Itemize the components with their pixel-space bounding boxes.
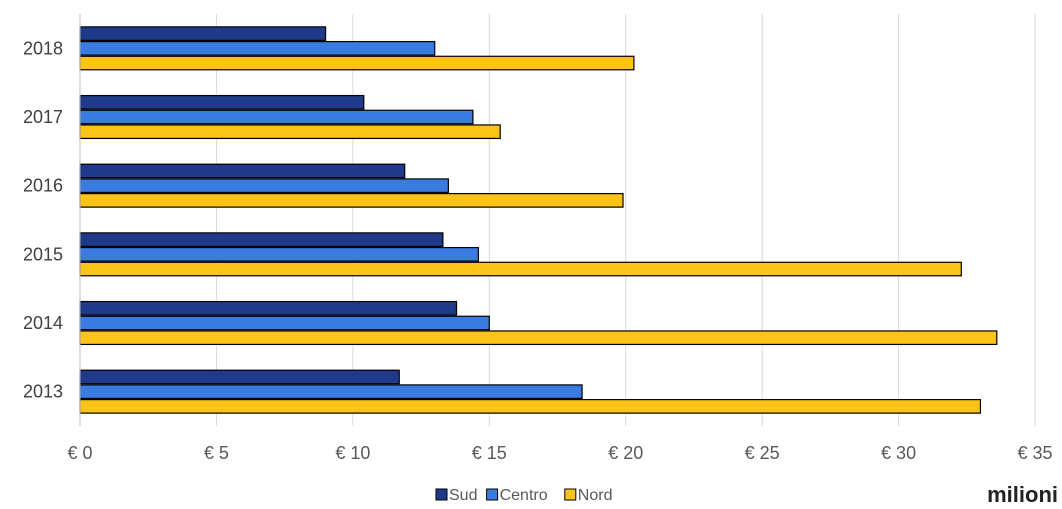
bar-nord-2014 [79, 330, 998, 346]
x-tick-label: € 15 [472, 443, 507, 463]
legend-label-centro: Centro [500, 487, 548, 504]
bar-sud-2013 [79, 369, 400, 385]
x-tick-label: € 30 [881, 443, 916, 463]
bar-sud-2017 [79, 94, 365, 110]
bar-centro-2018 [79, 40, 436, 56]
x-tick-label: € 0 [67, 443, 92, 463]
bar-sud-2015 [79, 232, 444, 247]
bar-nord-2013 [79, 399, 982, 414]
bar-centro-2017 [79, 109, 474, 125]
bar-sud-2016 [79, 163, 406, 179]
bar-centro-2016 [79, 178, 449, 194]
legend: Sud Centro Nord [435, 487, 613, 504]
category-label: 2015 [23, 244, 63, 264]
x-tick-label: € 25 [745, 443, 780, 463]
gridlines [215, 14, 1036, 426]
x-tick-label: € 10 [335, 443, 370, 463]
category-labels: 2013 2014 2015 2016 2017 2018 [23, 38, 63, 401]
legend-swatch-sud [435, 488, 448, 501]
bars [79, 26, 998, 414]
bar-nord-2018 [79, 55, 635, 71]
x-tick-label: € 5 [204, 443, 229, 463]
bar-centro-2014 [79, 315, 490, 331]
x-tick-label: € 20 [608, 443, 643, 463]
unit-label: milioni [987, 482, 1058, 507]
legend-swatch-nord [564, 488, 577, 501]
bar-nord-2015 [79, 261, 962, 277]
category-label: 2018 [23, 38, 63, 58]
category-label: 2014 [23, 313, 63, 333]
bar-nord-2016 [79, 193, 624, 208]
legend-swatch-centro [486, 488, 499, 501]
legend-label-sud: Sud [449, 487, 477, 504]
bar-sud-2014 [79, 300, 458, 316]
category-label: 2013 [23, 382, 63, 402]
bar-nord-2017 [79, 124, 501, 140]
category-label: 2017 [23, 107, 63, 127]
bar-sud-2018 [79, 26, 327, 41]
x-tick-labels: € 0 € 5 € 10 € 15 € 20 € 25 € 30 € 35 [67, 443, 1052, 463]
category-label: 2016 [23, 176, 63, 196]
bar-centro-2015 [79, 246, 479, 262]
legend-label-nord: Nord [578, 487, 613, 504]
x-tick-label: € 35 [1017, 443, 1052, 463]
bar-centro-2013 [79, 384, 583, 400]
